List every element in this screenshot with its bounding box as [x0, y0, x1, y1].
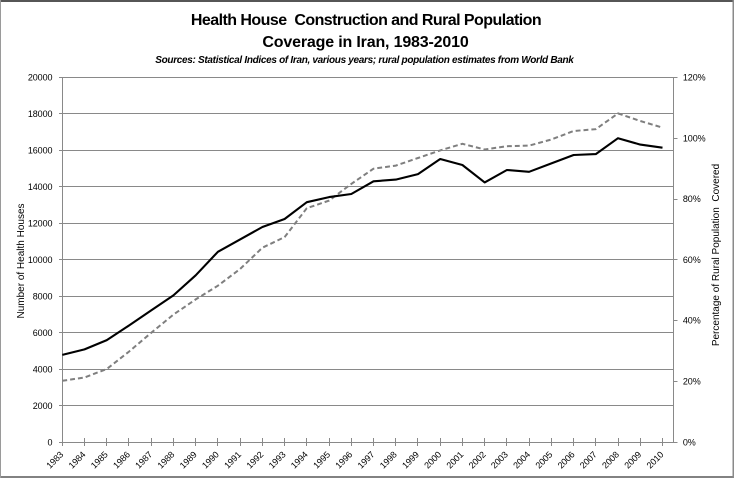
svg-text:80%: 80% — [683, 194, 701, 204]
svg-text:Percentage of Rural Population: Percentage of Rural Population Covered — [711, 164, 722, 346]
svg-text:60%: 60% — [683, 255, 701, 265]
svg-text:10000: 10000 — [28, 255, 53, 265]
svg-text:6000: 6000 — [33, 328, 53, 338]
svg-text:14000: 14000 — [28, 182, 53, 192]
svg-text:40%: 40% — [683, 316, 701, 326]
svg-text:Sources: Statistical Indices o: Sources: Statistical Indices of Iran, va… — [155, 55, 574, 66]
svg-text:4000: 4000 — [33, 364, 53, 374]
svg-text:20%: 20% — [683, 377, 701, 387]
svg-text:0%: 0% — [683, 437, 696, 447]
svg-text:Health House Construction and: Health House Construction and Rural Popu… — [191, 12, 541, 29]
svg-text:12000: 12000 — [28, 218, 53, 228]
svg-text:8000: 8000 — [33, 291, 53, 301]
svg-text:120%: 120% — [683, 73, 706, 83]
svg-text:16000: 16000 — [28, 146, 53, 156]
svg-text:0: 0 — [47, 437, 52, 447]
svg-text:2000: 2000 — [33, 401, 53, 411]
svg-text:18000: 18000 — [28, 109, 53, 119]
svg-text:Number of Health Houses: Number of Health Houses — [16, 203, 27, 318]
svg-text:Coverage in Iran, 1983-2010: Coverage in Iran, 1983-2010 — [262, 34, 468, 51]
svg-text:100%: 100% — [683, 133, 706, 143]
svg-text:20000: 20000 — [28, 73, 53, 83]
